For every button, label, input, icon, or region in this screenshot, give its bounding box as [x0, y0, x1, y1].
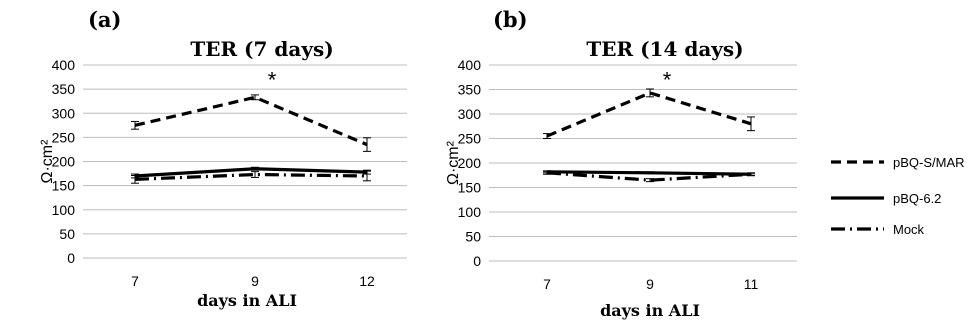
y-tick-label: 300: [458, 106, 482, 122]
error-bar: [646, 171, 654, 175]
legend-label: pBQ-6.2: [893, 191, 941, 206]
error-bar: [646, 178, 654, 183]
x-tick-label: 9: [251, 273, 259, 289]
error-bar: [131, 174, 139, 184]
series-line-mock: [546, 171, 752, 182]
legend: pBQ-S/MAR pBQ-6.2 Mock: [831, 155, 965, 237]
y-tick-label: 250: [458, 131, 482, 147]
significance-asterisk: *: [663, 68, 672, 93]
y-tick-label: 350: [52, 81, 76, 97]
y-tick-label: 250: [52, 129, 76, 145]
chart-title: TER (14 days): [586, 37, 743, 61]
error-bar: [543, 170, 551, 175]
error-bar: [747, 172, 755, 177]
error-bar: [363, 137, 371, 152]
y-tick-label: 400: [458, 57, 482, 73]
y-axis-label: Ω·cm²: [445, 140, 462, 185]
y-tick-label: 200: [458, 155, 482, 171]
error-bar: [543, 133, 551, 139]
y-tick-label: 100: [458, 204, 482, 220]
error-bar: [646, 88, 654, 98]
legend-item: Mock: [831, 222, 925, 237]
y-tick-label: 50: [59, 226, 75, 242]
x-tick-label: 12: [359, 273, 375, 289]
series-line-mock: [134, 172, 368, 181]
y-axis-label: Ω·cm²: [39, 139, 56, 184]
x-axis-label: days in ALI: [197, 291, 297, 310]
error-bar: [251, 171, 259, 178]
error-bar: [251, 166, 259, 171]
panel-label: (a): [88, 7, 121, 32]
legend-item: pBQ-6.2: [831, 191, 941, 206]
legend-item: pBQ-S/MAR: [831, 155, 965, 170]
y-tick-label: 50: [465, 229, 481, 245]
panel-label: (b): [493, 7, 528, 32]
y-tick-label: 0: [473, 253, 481, 269]
legend-label: Mock: [893, 222, 925, 237]
y-tick-label: 300: [52, 105, 76, 121]
series-line-pbq-s-mar: [134, 95, 368, 147]
x-axis-label: days in ALI: [600, 301, 700, 320]
error-bar: [251, 94, 259, 101]
x-tick-label: 9: [646, 276, 654, 292]
y-tick-label: 0: [67, 250, 75, 266]
error-bar: [131, 120, 139, 130]
y-tick-label: 350: [458, 82, 482, 98]
x-tick-label: 7: [543, 276, 551, 292]
y-tick-label: 200: [52, 154, 76, 170]
significance-asterisk: *: [268, 67, 277, 92]
y-tick-label: 150: [52, 178, 76, 194]
chart-title: TER (7 days): [190, 37, 333, 61]
chart-panel-b: (b) TER (14 days) 0 50 100 150 200 250 300 350 400…: [445, 7, 797, 320]
x-tick-label: 11: [744, 276, 759, 292]
x-tick-label: 7: [131, 273, 139, 289]
y-tick-label: 150: [458, 180, 482, 196]
series-line-pbq-s-mar: [546, 91, 752, 138]
error-bar: [363, 170, 371, 182]
legend-label: pBQ-S/MAR: [893, 155, 965, 170]
y-tick-label: 100: [52, 202, 76, 218]
error-bar: [747, 116, 755, 132]
chart-panel-a: (a) TER (7 days) 0 50 100 150 200 250 300 350 400 7…: [39, 7, 407, 310]
y-tick-label: 400: [52, 57, 76, 73]
